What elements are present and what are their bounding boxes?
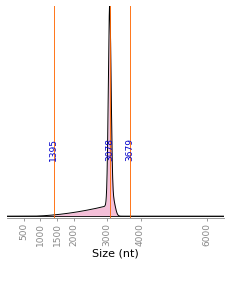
Text: 1395: 1395: [49, 138, 58, 161]
Text: 3679: 3679: [125, 138, 134, 161]
X-axis label: Size (nt): Size (nt): [92, 249, 139, 259]
Text: 3078: 3078: [105, 138, 114, 161]
